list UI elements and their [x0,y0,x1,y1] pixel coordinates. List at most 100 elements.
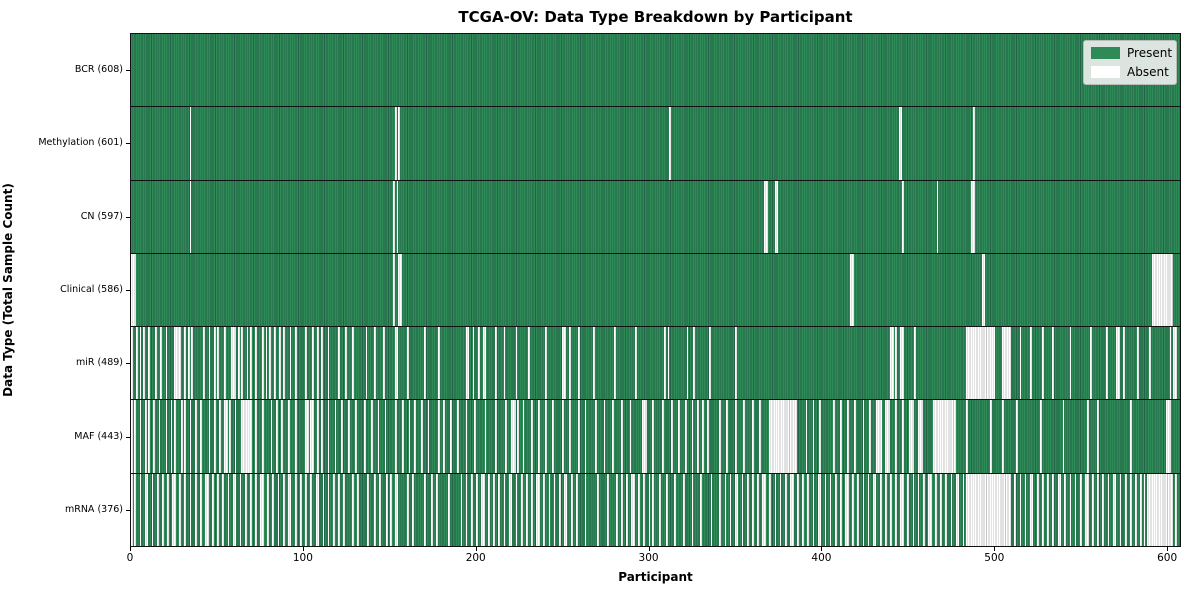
absent-segment [1174,473,1177,546]
absent-segment [394,473,399,546]
absent-segment [260,473,264,546]
absent-segment [764,180,768,253]
absent-segment [543,473,546,546]
absent-segment [427,400,430,473]
absent-segment [172,473,176,546]
absent-segment [246,327,249,400]
absent-segment [213,400,216,473]
absent-segment [241,400,252,473]
absent-segment [162,473,164,546]
absent-segment [131,400,133,473]
absent-segment [520,473,523,546]
absent-segment [181,400,183,473]
absent-segment [584,400,587,473]
absent-segment [191,327,194,400]
absent-segment [917,473,920,546]
absent-segment [413,400,416,473]
absent-segment [131,327,133,400]
absent-segment [250,327,252,400]
absent-segment [457,400,459,473]
absent-segment [338,327,340,400]
absent-segment [1041,473,1044,546]
absent-segment [652,400,654,473]
absent-segment [184,400,187,473]
absent-segment [481,473,485,546]
absent-segment [669,107,672,180]
absent-segment [895,473,898,546]
absent-segment [796,473,799,546]
absent-segment [1079,473,1082,546]
absent-segment [282,473,285,546]
absent-segment [386,473,389,546]
absent-segment [187,327,190,400]
absent-segment [498,473,501,546]
absent-segment [665,473,668,546]
absent-segment [1069,327,1072,400]
absent-segment [802,473,804,546]
absent-segment [377,400,380,473]
absent-segment [774,180,778,253]
absent-segment [862,473,865,546]
absent-segment [955,473,960,546]
absent-segment [288,400,290,473]
absent-segment [562,400,565,473]
absent-segment [174,327,182,400]
absent-segment [394,400,397,473]
absent-segment [167,473,169,546]
absent-segment [224,400,228,473]
y-tick-label: mRNA (376) [64,504,123,516]
x-axis-label: Participant [618,570,693,584]
absent-segment [315,473,320,546]
absent-segment [662,400,665,473]
absent-segment [476,473,478,546]
absent-segment [208,400,211,473]
absent-segment [677,400,680,473]
y-tick-label: CN (597) [80,210,123,222]
x-tick-label: 0 [126,552,134,564]
absent-segment [708,327,711,400]
absent-segment [819,400,822,473]
y-tick-label: Methylation (601) [38,137,123,149]
absent-segment [208,327,211,400]
absent-segment [474,400,477,473]
absent-segment [902,180,904,253]
absent-segment [136,327,138,400]
row-Clinical [131,253,1180,328]
absent-segment [1105,327,1108,400]
absent-segment [1069,473,1072,546]
absent-segment [412,473,414,546]
absent-segment [1140,473,1143,546]
x-tick-mark [994,547,996,551]
absent-segment [275,400,278,473]
x-tick-mark [821,547,823,551]
absent-segment [379,473,382,546]
absent-segment [396,180,399,253]
absent-segment [890,327,894,400]
absent-segment [847,400,849,473]
absent-segment [936,180,939,253]
absent-segment [1169,327,1172,400]
absent-segment [1062,400,1065,473]
absent-segment [853,400,856,473]
absent-segment [648,473,651,546]
absent-segment [869,400,872,473]
absent-segment [239,473,242,546]
x-tick-mark [130,547,131,551]
absent-segment [224,327,226,400]
absent-segment [626,473,628,546]
absent-segment [576,473,578,546]
absent-segment [817,473,822,546]
absent-segment [270,400,273,473]
absent-segment [213,327,216,400]
absent-segment [262,400,264,473]
absent-segment [850,253,854,327]
absent-segment [584,473,587,546]
absent-segment [189,107,192,180]
absent-segment [595,400,597,473]
absent-segment [394,327,399,400]
absent-segment [1147,473,1174,546]
absent-segment [189,400,192,473]
absent-segment [420,400,423,473]
absent-segment [702,400,704,473]
absent-segment [805,400,808,473]
